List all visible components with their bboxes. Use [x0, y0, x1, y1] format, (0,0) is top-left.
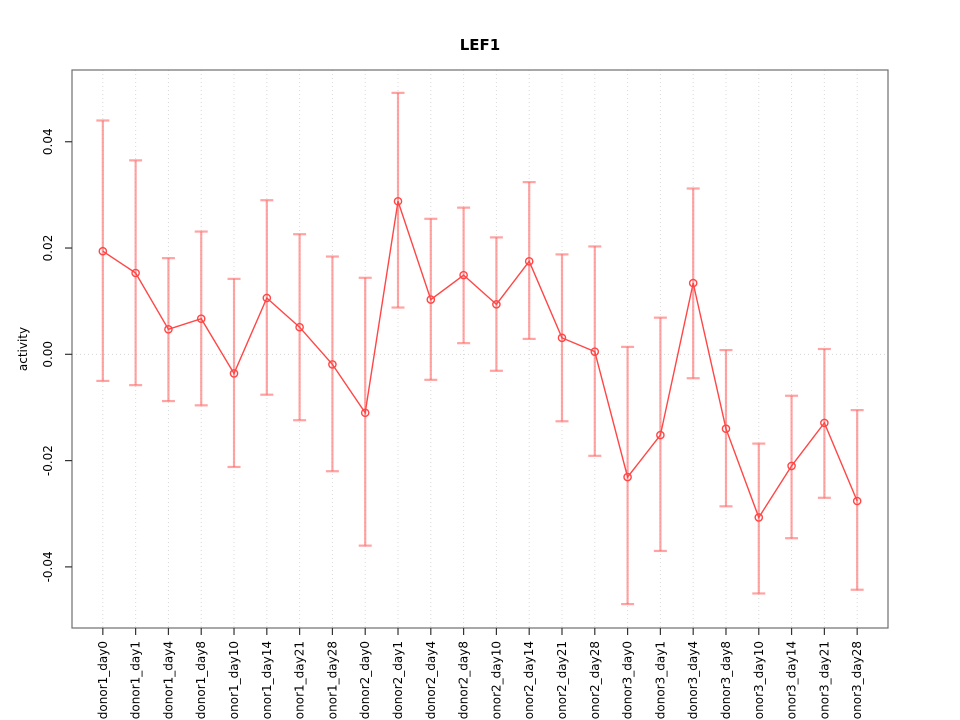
chart-title: LEF1	[460, 36, 501, 54]
data-point	[196, 314, 206, 324]
x-tick-label: donor3_day1	[653, 641, 667, 719]
x-tick-label: donor1_day8	[194, 641, 208, 719]
y-tick-label: -0.02	[41, 445, 55, 476]
x-tick-label: donor2_day4	[424, 641, 438, 719]
x-tick-label: donor1_day4	[161, 641, 175, 719]
x-tick-label: donor2_day10	[489, 641, 503, 720]
data-point	[623, 472, 632, 482]
data-point	[754, 513, 764, 522]
y-axis-title: activity	[16, 327, 30, 371]
x-tick-label: donor1_day28	[325, 641, 339, 720]
data-point	[131, 268, 140, 278]
x-tick-label: donor3_day0	[621, 641, 635, 719]
data-point	[492, 300, 501, 309]
data-point	[524, 257, 534, 266]
data-point	[688, 278, 698, 288]
x-tick-label: donor3_day28	[850, 641, 864, 720]
data-point	[721, 424, 731, 434]
axes-group: 0.04 0.02 0.00 -0.02 -0.04 donor1_day0 donor1_…	[41, 69, 889, 720]
y-tick-label: 0.04	[41, 128, 55, 155]
x-tick-label: donor1_day14	[260, 641, 274, 720]
data-point	[393, 196, 403, 206]
data-point	[557, 333, 567, 343]
y-tick-label: 0.02	[41, 235, 55, 262]
data-series-group	[98, 196, 862, 522]
data-point	[820, 418, 829, 428]
data-point	[262, 293, 272, 303]
x-tick-label: donor2_day28	[588, 641, 602, 720]
plot-border	[71, 69, 889, 629]
data-point	[328, 360, 337, 369]
data-point	[164, 325, 173, 334]
x-tick-label: donor1_day0	[96, 641, 110, 719]
x-tick-label: donor2_day21	[555, 641, 569, 720]
x-tick-label: donor1_day21	[293, 641, 307, 720]
error-bars-group	[96, 91, 864, 606]
error-bar	[96, 119, 110, 382]
error-bar	[391, 91, 405, 309]
data-point	[98, 246, 108, 256]
x-tick-label: donor2_day8	[457, 641, 471, 719]
data-point	[656, 430, 665, 440]
x-tick-label: donor2_day0	[358, 641, 372, 719]
data-point	[360, 408, 370, 418]
x-tick-label: donor3_day21	[817, 641, 831, 720]
x-tick-label: donor3_day4	[686, 641, 700, 719]
x-tick-label: donor2_day1	[391, 641, 405, 719]
gridlines-group	[72, 70, 888, 628]
data-point	[229, 369, 239, 378]
x-tick-label: donor3_day14	[785, 641, 799, 720]
x-tick-label: donor3_day8	[719, 641, 733, 719]
data-point	[787, 461, 796, 471]
series-line	[102, 201, 858, 520]
x-tick-label: donor3_day10	[752, 641, 766, 720]
y-tick-label: 0.00	[41, 341, 55, 368]
x-tick-label: donor1_day10	[227, 641, 241, 720]
x-tick-label: donor2_day14	[522, 641, 536, 720]
data-point	[426, 295, 436, 304]
data-point	[295, 322, 304, 332]
data-point	[459, 270, 468, 280]
x-tick-label: donor1_day1	[129, 641, 143, 719]
y-tick-label: -0.04	[41, 551, 55, 582]
data-point	[852, 496, 862, 506]
data-point	[590, 347, 600, 356]
